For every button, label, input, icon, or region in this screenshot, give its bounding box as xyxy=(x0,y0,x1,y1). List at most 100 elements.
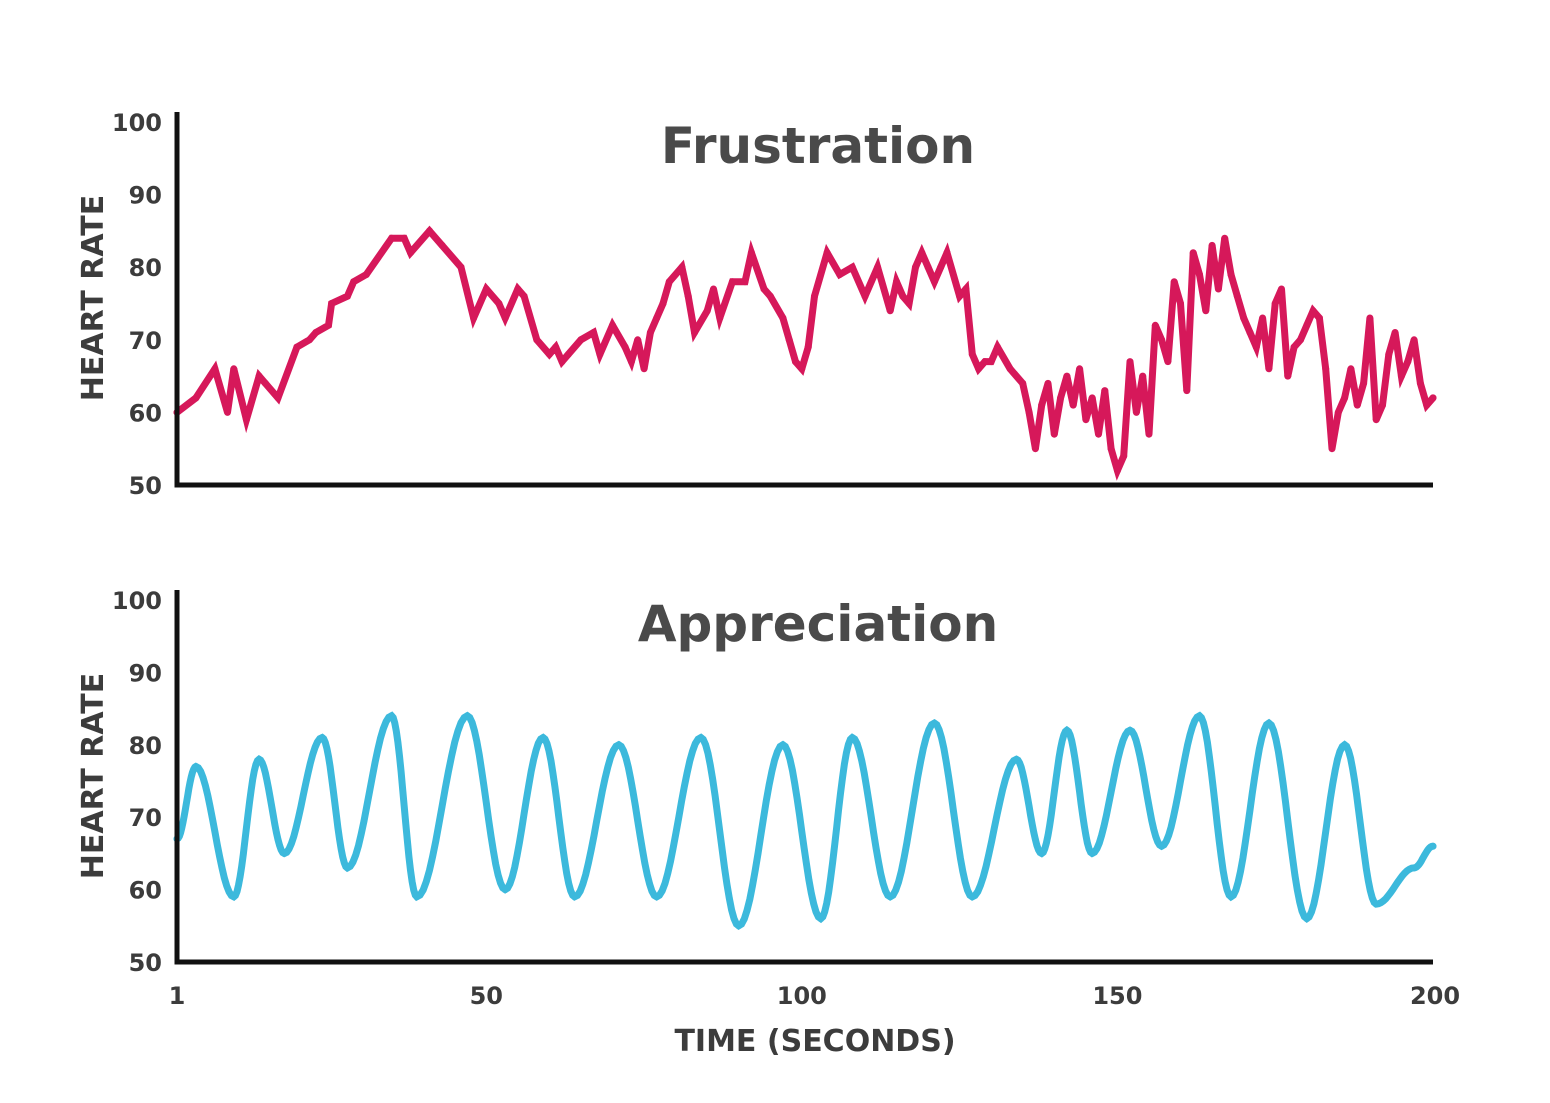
frustration-y-tick-label: 90 xyxy=(129,182,162,210)
frustration-data-point xyxy=(1252,343,1260,351)
frustration-data-point xyxy=(1315,314,1323,322)
frustration-data-point xyxy=(1347,365,1355,373)
frustration-data-point xyxy=(1366,314,1374,322)
appreciation-y-tick-label: 80 xyxy=(129,732,162,760)
frustration-y-tick-label: 60 xyxy=(129,399,162,427)
frustration-data-point xyxy=(728,278,736,286)
frustration-y-tick-label: 80 xyxy=(129,254,162,282)
appreciation-data-point xyxy=(1012,755,1020,763)
frustration-data-point xyxy=(968,350,976,358)
appreciation-data-point xyxy=(1126,726,1134,734)
appreciation-data-point xyxy=(318,734,326,742)
x-tick-label: 200 xyxy=(1410,982,1460,1010)
frustration-data-point xyxy=(1227,271,1235,278)
frustration-data-point xyxy=(785,336,793,344)
frustration-data-point xyxy=(1290,343,1298,351)
frustration-data-point xyxy=(627,358,635,366)
appreciation-data-point xyxy=(501,886,509,894)
frustration-data-point xyxy=(665,278,673,286)
frustration-data-point xyxy=(482,285,490,293)
frustration-data-point xyxy=(640,365,648,373)
appreciation-data-point xyxy=(615,741,623,749)
x-tick-label: 100 xyxy=(777,982,827,1010)
appreciation-data-point xyxy=(817,915,825,923)
appreciation-data-point xyxy=(1158,842,1166,850)
appreciation-data-point xyxy=(1088,849,1096,857)
frustration-data-point xyxy=(861,292,869,300)
frustration-data-point xyxy=(495,300,503,307)
frustration-data-point xyxy=(1379,401,1386,409)
frustration-data-point xyxy=(1328,445,1336,453)
frustration-data-point xyxy=(874,263,882,271)
frustration-data-point xyxy=(848,263,856,271)
appreciation-data-point xyxy=(1429,842,1437,850)
frustration-data-point xyxy=(274,394,282,402)
x-tick-label: 150 xyxy=(1092,982,1142,1010)
frustration-data-point xyxy=(710,285,717,293)
frustration-data-point xyxy=(893,278,900,286)
appreciation-data-point xyxy=(1196,712,1203,720)
frustration-data-point xyxy=(609,321,616,329)
frustration-data-point xyxy=(653,314,661,322)
frustration-data-point xyxy=(1278,285,1285,293)
frustration-data-point xyxy=(1063,372,1071,380)
frustration-data-point xyxy=(1196,271,1203,278)
frustration-data-point xyxy=(811,292,818,300)
frustration-data-point xyxy=(1095,430,1102,438)
frustration-data-point xyxy=(312,329,320,336)
frustration-panel: Frustration HEART RATE 100 90 80 70 60 50 xyxy=(76,109,1437,500)
x-axis-label: TIME (SECONDS) xyxy=(674,1024,955,1059)
frustration-data-point xyxy=(1107,445,1115,453)
frustration-data-point xyxy=(520,292,528,300)
frustration-data-point xyxy=(514,285,522,293)
frustration-data-point xyxy=(1404,358,1412,366)
appreciation-data-point xyxy=(1372,900,1380,908)
frustration-axes xyxy=(174,112,1433,488)
frustration-data-point xyxy=(918,249,926,257)
frustration-data-point xyxy=(912,263,919,271)
time-x-ticks: 1 50 100 150 200 xyxy=(169,982,1460,1010)
frustration-data-point xyxy=(1158,336,1166,344)
frustration-data-point xyxy=(255,372,263,380)
frustration-y-tick-label: 50 xyxy=(129,472,162,500)
frustration-data-point xyxy=(1113,467,1121,474)
frustration-data-point xyxy=(1385,350,1393,358)
frustration-data-point xyxy=(552,343,560,351)
frustration-data-point xyxy=(261,379,269,387)
frustration-data-point xyxy=(678,263,686,271)
appreciation-data-point xyxy=(1341,741,1349,749)
frustration-data-point xyxy=(981,358,989,366)
frustration-data-point xyxy=(1259,314,1267,322)
frustration-data-point xyxy=(924,263,932,271)
frustration-data-point xyxy=(1126,358,1134,366)
frustration-data-point xyxy=(1416,379,1424,387)
frustration-data-point xyxy=(306,336,313,344)
frustration-data-point xyxy=(684,292,692,300)
appreciation-y-axis-label: HEART RATE xyxy=(76,673,111,879)
frustration-data-point xyxy=(1334,408,1342,416)
frustration-data-point xyxy=(798,365,806,373)
appreciation-data-point xyxy=(1410,864,1418,872)
frustration-data-point xyxy=(1240,314,1248,322)
frustration-data-point xyxy=(400,234,408,242)
appreciation-data-point xyxy=(413,893,421,901)
appreciation-y-tick-label: 100 xyxy=(112,587,162,615)
frustration-data-point xyxy=(792,358,799,366)
frustration-data-point xyxy=(634,336,642,344)
frustration-data-point xyxy=(1038,401,1046,409)
appreciation-data-point xyxy=(539,734,547,742)
frustration-data-point xyxy=(1360,379,1368,387)
frustration-data-point xyxy=(1132,408,1140,416)
frustration-data-point xyxy=(545,350,553,358)
appreciation-y-tick-label: 50 xyxy=(129,949,162,977)
frustration-data-point xyxy=(1410,336,1418,344)
frustration-data-point xyxy=(407,249,414,257)
frustration-data-point xyxy=(242,416,250,424)
frustration-data-point xyxy=(1322,365,1330,373)
frustration-data-point xyxy=(1265,365,1273,373)
frustration-data-point xyxy=(388,234,396,242)
appreciation-data-point xyxy=(280,849,288,857)
frustration-data-point xyxy=(1372,416,1380,424)
appreciation-data-point xyxy=(255,755,263,763)
appreciation-data-point xyxy=(343,864,351,872)
